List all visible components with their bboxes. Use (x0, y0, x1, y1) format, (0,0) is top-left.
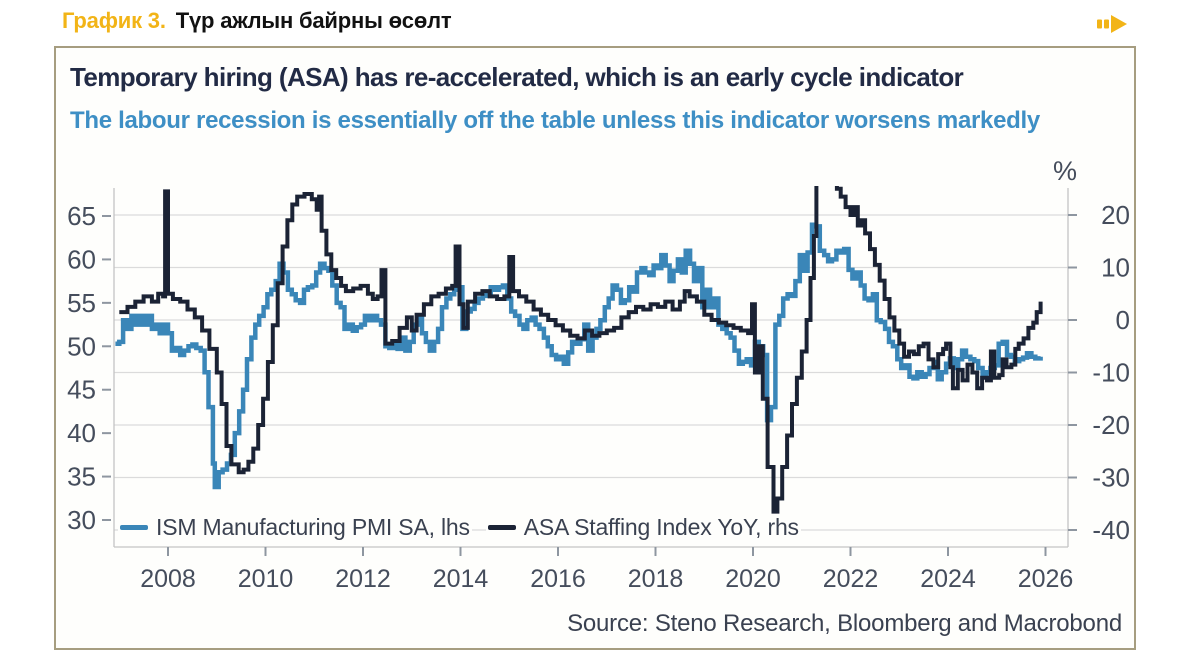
svg-text:2026: 2026 (1018, 565, 1074, 593)
svg-text:2010: 2010 (238, 565, 294, 593)
chart-subtitle: The labour recession is essentially off … (70, 107, 1040, 134)
chart-legend: ISM Manufacturing PMI SA, lhs ASA Staffi… (118, 514, 801, 541)
chart-box (54, 46, 1136, 650)
x-axis: 2008 2010 2012 2014 2016 2018 2020 2022 2024 2026 (140, 547, 1073, 593)
svg-text:2022: 2022 (823, 565, 879, 593)
figure-header: График 3. Түр ажлын байрны өсөлт (62, 8, 452, 34)
chart-title: Temporary hiring (ASA) has re-accelerate… (70, 62, 964, 92)
legend-label-asa: ASA Staffing Index YoY, rhs (523, 514, 799, 540)
right-axis: 20 10 0 -10 -20 -30 -40% (1053, 156, 1130, 545)
gridlines (114, 214, 1068, 531)
svg-text:60: 60 (67, 244, 96, 274)
svg-text:45: 45 (67, 375, 96, 405)
svg-text:2012: 2012 (335, 565, 391, 593)
asa-line (119, 186, 1043, 514)
svg-text:55: 55 (67, 288, 96, 318)
svg-text:2016: 2016 (530, 565, 586, 593)
svg-text:2020: 2020 (725, 565, 781, 593)
svg-text:2018: 2018 (628, 565, 684, 593)
svg-text:20: 20 (1101, 200, 1130, 230)
legend-label-ism: ISM Manufacturing PMI SA, lhs (156, 514, 470, 540)
svg-text:%: % (1053, 156, 1077, 186)
left-axis: 65 60 55 50 45 40 35 30 (67, 201, 111, 535)
svg-text:-40: -40 (1092, 515, 1130, 545)
svg-text:40: 40 (67, 418, 96, 448)
svg-text:2008: 2008 (140, 565, 196, 593)
legend-item-asa: ASA Staffing Index YoY, rhs (485, 514, 801, 541)
source-credit: Source: Steno Research, Bloomberg and Ma… (567, 610, 1122, 637)
ism-line (115, 222, 1043, 490)
svg-text:2014: 2014 (433, 565, 489, 593)
svg-text:0: 0 (1116, 305, 1130, 335)
axis-frame (113, 188, 1069, 548)
ism-line-swatch (120, 525, 148, 530)
svg-text:2024: 2024 (920, 565, 976, 593)
svg-text:10: 10 (1101, 253, 1130, 283)
legend-item-ism: ISM Manufacturing PMI SA, lhs (118, 514, 472, 541)
svg-text:30: 30 (67, 505, 96, 535)
asa-line-swatch (487, 525, 516, 530)
svg-text:-30: -30 (1092, 463, 1130, 493)
svg-text:65: 65 (67, 201, 96, 231)
svg-text:-20: -20 (1092, 410, 1130, 440)
svg-text:50: 50 (67, 331, 96, 361)
svg-text:35: 35 (67, 462, 96, 492)
figure-label: График 3. (62, 8, 166, 33)
figure-title: Түр ажлын байрны өсөлт (175, 8, 452, 33)
svg-text:-10: -10 (1092, 358, 1130, 388)
forward-arrow-icon (1097, 15, 1127, 33)
